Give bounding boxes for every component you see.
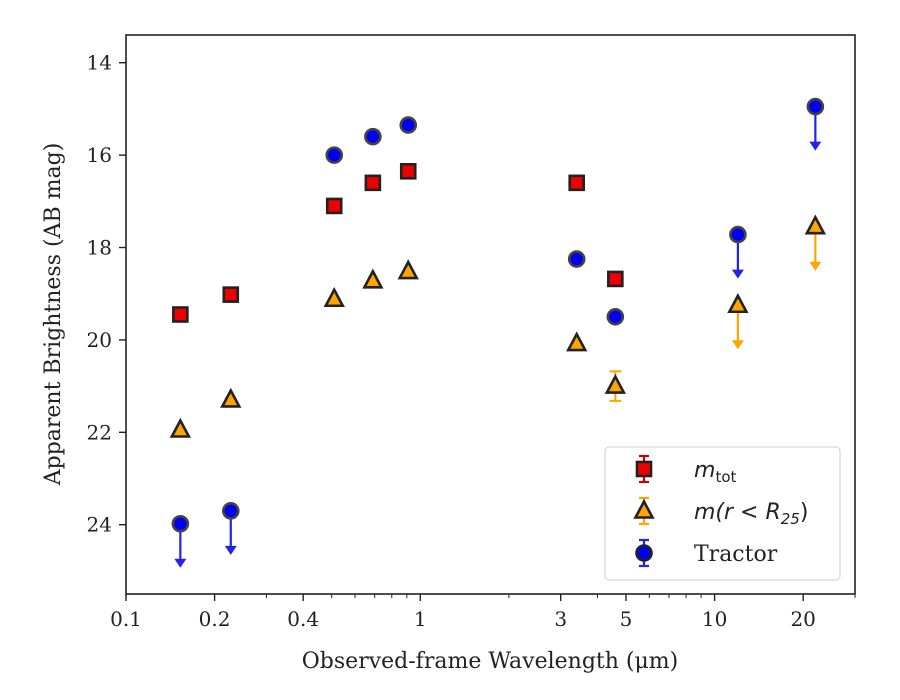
x-tick-label: 1 — [414, 607, 427, 631]
data-point — [222, 286, 240, 303]
data-point — [323, 286, 345, 308]
data-point — [325, 146, 344, 164]
upper-limit-arrowhead — [731, 340, 744, 350]
data-point — [169, 417, 192, 438]
upper-limit-arrowhead — [224, 545, 237, 555]
data-point — [727, 292, 749, 314]
data-point — [567, 250, 586, 268]
x-axis-label: Observed-frame Wavelength (μm) — [302, 649, 678, 674]
upper-limit-arrowhead — [174, 558, 187, 568]
series-1 — [169, 214, 827, 438]
legend-label: m(r < R25) — [694, 500, 808, 528]
x-tick-label: 0.4 — [287, 607, 319, 631]
legend-marker — [635, 460, 653, 478]
data-point — [172, 306, 189, 323]
data-point — [399, 116, 418, 134]
data-point — [804, 214, 827, 235]
y-axis-label: Apparent Brightness (AB mag) — [41, 143, 66, 487]
legend-label: Tractor — [694, 542, 778, 567]
x-tick-label: 3 — [554, 607, 567, 631]
data-point — [220, 387, 242, 408]
ticks-layer: 0.1 0.2 0.4 1 3 5 10 20 14 16 18 20 22 24 — [87, 51, 856, 631]
series-2 — [171, 97, 825, 568]
x-tick-label: 20 — [790, 607, 815, 631]
legend: mtot m(r < R25) Tractor — [604, 446, 841, 581]
data-point — [221, 502, 240, 520]
y-tick-label: 14 — [87, 51, 112, 75]
data-point — [397, 259, 419, 280]
y-tick-label: 18 — [87, 236, 112, 260]
legend-marker — [633, 498, 655, 519]
data-point — [364, 174, 382, 192]
x-tick-label: 10 — [702, 607, 727, 631]
x-tick-label: 5 — [620, 607, 633, 631]
y-tick-label: 22 — [87, 420, 112, 444]
data-point — [604, 373, 627, 394]
y-tick-label: 16 — [87, 143, 112, 167]
y-tick-label: 20 — [87, 328, 112, 352]
legend-box — [604, 446, 841, 581]
x-tick-label: 0.2 — [199, 607, 231, 631]
upper-limit-arrowhead — [809, 141, 822, 151]
data-point — [607, 270, 624, 288]
data-point — [568, 174, 586, 192]
y-tick-label: 24 — [87, 513, 112, 537]
upper-limit-arrowhead — [731, 269, 744, 279]
x-tick-label: 0.1 — [110, 607, 142, 631]
data-point — [566, 331, 588, 352]
legend-label: mtot — [694, 458, 736, 486]
data-point — [171, 514, 190, 533]
data-point — [399, 162, 417, 180]
data-point — [325, 197, 343, 215]
upper-limit-arrowhead — [809, 261, 822, 271]
points-layer — [169, 97, 827, 568]
data-point — [362, 268, 384, 289]
legend-marker — [635, 544, 653, 562]
data-point — [364, 127, 382, 146]
series-0 — [172, 162, 624, 323]
data-point — [806, 97, 825, 116]
data-point — [606, 308, 625, 326]
plot-frame — [125, 34, 856, 595]
data-point — [729, 225, 747, 244]
